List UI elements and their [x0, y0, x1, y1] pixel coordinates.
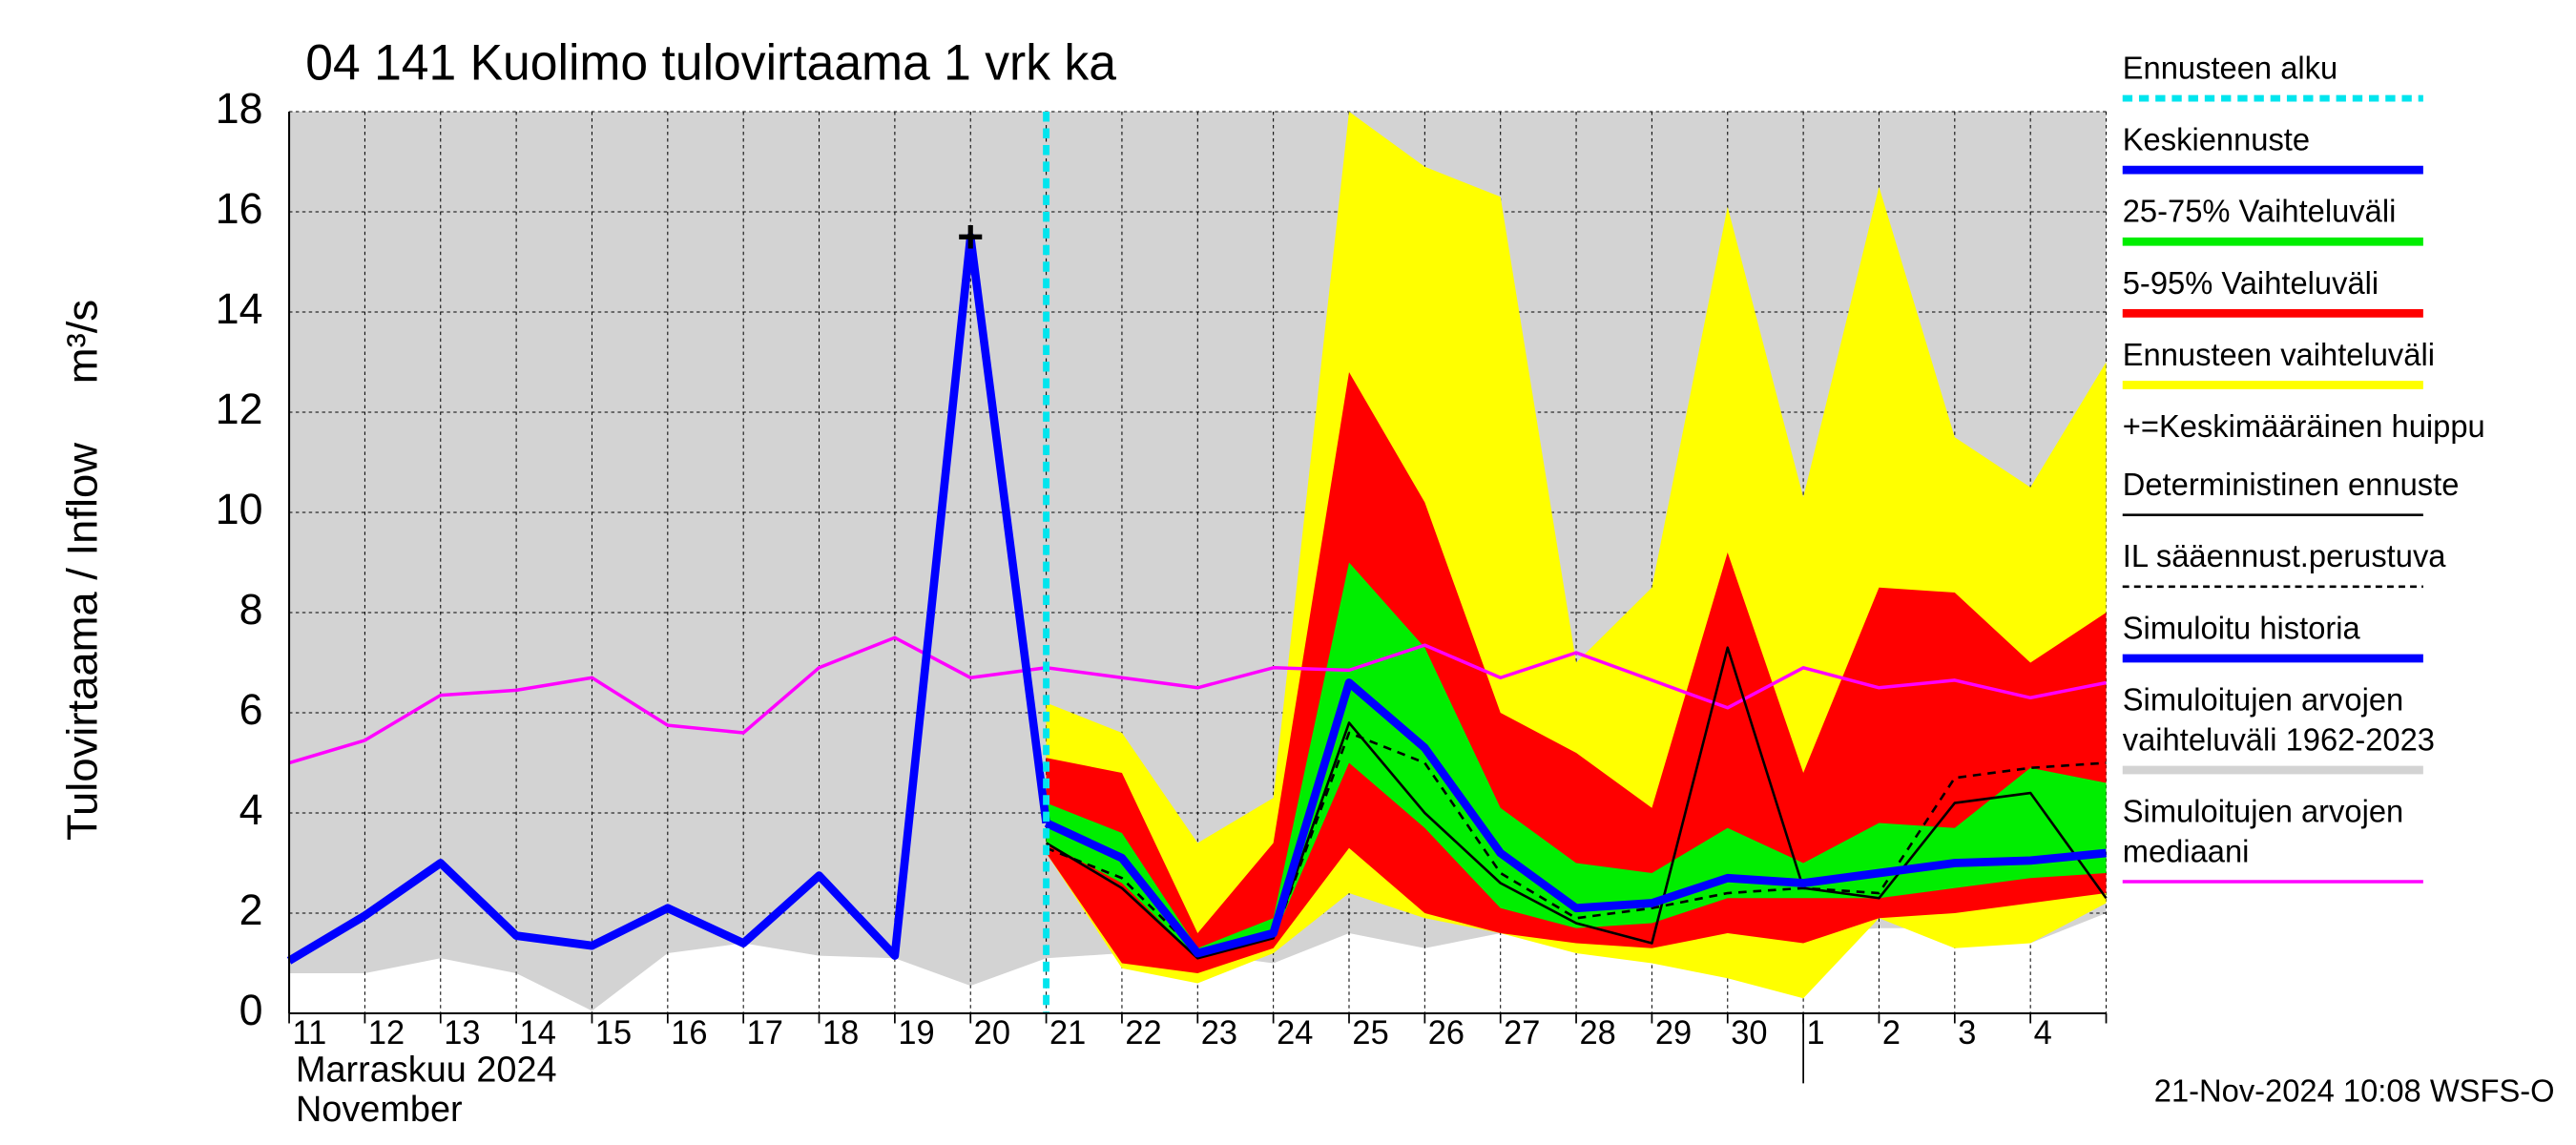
legend-line: +=Keskimääräinen huippu: [2123, 407, 2485, 443]
month-label: November: [296, 1089, 463, 1130]
x-tick-label: 21: [1049, 1015, 1086, 1051]
x-tick-label: 29: [1655, 1015, 1692, 1051]
legend-line: IL sääennust.perustuva: [2123, 538, 2446, 573]
x-tick-label: 11: [293, 1015, 327, 1051]
x-tick-label: 12: [368, 1015, 405, 1051]
legend-line: vaihteluväli 1962-2023: [2123, 721, 2435, 757]
y-tick-label: 16: [216, 184, 263, 233]
legend-label: 25-75% Vaihteluväli: [2123, 193, 2397, 228]
legend-line: Keskiennuste: [2123, 121, 2310, 156]
y-tick-label: 12: [216, 385, 263, 433]
top-layer: [959, 112, 1050, 1014]
x-tick-label: 26: [1428, 1015, 1465, 1051]
x-tick-label: 23: [1201, 1015, 1237, 1051]
legend-label: Simuloitujen arvojen mediaani: [2123, 793, 2403, 868]
x-tick-label: 1: [1807, 1015, 1825, 1051]
legend-label: Ennusteen vaihteluväli: [2123, 336, 2435, 371]
y-tick-label: 8: [239, 585, 263, 634]
x-tick-label: 24: [1277, 1015, 1313, 1051]
legend-label: Keskiennuste: [2123, 121, 2310, 156]
series-line: [288, 635, 2107, 765]
x-tick-label: 30: [1731, 1015, 1767, 1051]
y-tick-label: 0: [239, 986, 263, 1034]
month-label: Marraskuu 2024: [296, 1049, 557, 1090]
legend-label: +=Keskimääräinen huippu: [2123, 407, 2485, 443]
series-line: [1044, 678, 2107, 958]
y-tick-label: 10: [216, 485, 263, 533]
x-tick-label: 14: [520, 1015, 556, 1051]
x-tick-label: 15: [595, 1015, 632, 1051]
x-tick-label: 28: [1580, 1015, 1616, 1051]
x-tick-label: 17: [747, 1015, 783, 1051]
x-tick-label: 13: [444, 1015, 480, 1051]
line-layer: [286, 232, 2108, 965]
legend-line: Simuloitu historia: [2123, 610, 2361, 645]
y-tick-label: 14: [216, 284, 263, 333]
x-tick-label: 19: [898, 1015, 934, 1051]
footer: 21-Nov-2024 10:08 WSFS-O: [2154, 1072, 2555, 1108]
legend-line: mediaani: [2123, 833, 2250, 868]
x-tick-label: 2: [1882, 1015, 1901, 1051]
x-tick-label: 20: [974, 1015, 1010, 1051]
series-line: [1045, 646, 2108, 960]
peak-marker: [959, 225, 983, 249]
y-tick-label: 6: [239, 685, 263, 734]
chart-title: 04 141 Kuolimo tulovirtaama 1 vrk ka: [305, 35, 1116, 91]
legend-label: Ennusteen alku: [2123, 50, 2337, 85]
series-line: [286, 232, 1050, 965]
x-tick-label: 22: [1125, 1015, 1161, 1051]
x-tick-label: 4: [2034, 1015, 2052, 1051]
legend-label: Simuloitujen arvojen vaihteluväli 1962-20…: [2123, 681, 2435, 757]
legend-line: Ennusteen vaihteluväli: [2123, 336, 2435, 371]
legend-line: Simuloitujen arvojen: [2123, 793, 2403, 828]
legend-line: 5-95% Vaihteluväli: [2123, 264, 2379, 300]
legend-line: Deterministinen ennuste: [2123, 467, 2460, 502]
x-tick-label: 25: [1352, 1015, 1388, 1051]
y-tick-label: 18: [216, 84, 263, 133]
range-band: [1046, 562, 2107, 959]
x-tick-label: 27: [1504, 1015, 1540, 1051]
legend-label: IL sääennust.perustuva: [2123, 538, 2446, 573]
x-tick-label: 3: [1958, 1015, 1976, 1051]
legend-line: 25-75% Vaihteluväli: [2123, 193, 2397, 228]
y-tick-label: 2: [239, 885, 263, 934]
legend-line: Ennusteen alku: [2123, 50, 2337, 85]
x-tick-label: 18: [822, 1015, 859, 1051]
legend-label: Simuloitu historia: [2123, 610, 2361, 645]
legend-line: Simuloitujen arvojen: [2123, 681, 2403, 717]
legend-label: 5-95% Vaihteluväli: [2123, 264, 2379, 300]
band-layer: [1046, 112, 2107, 999]
y-tick-label: 4: [239, 785, 263, 834]
x-tick-label: 16: [671, 1015, 707, 1051]
y-axis-label: Tulovirtaama / Inflow: [58, 442, 107, 841]
legend-label: Deterministinen ennuste: [2123, 467, 2460, 502]
y-axis-unit: m³/s: [58, 300, 107, 384]
